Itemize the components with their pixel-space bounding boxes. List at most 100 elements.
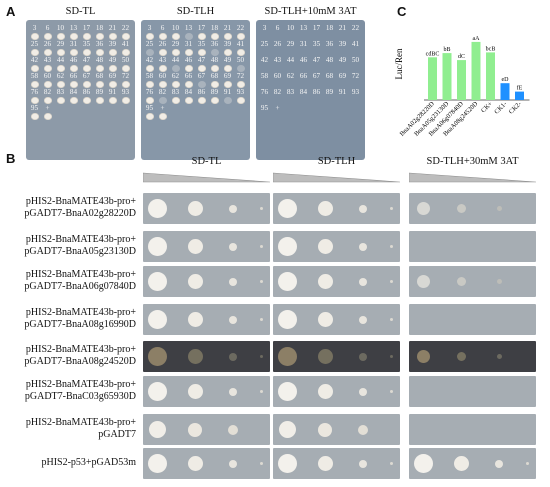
colony-spot: [223, 49, 232, 56]
colony-number: 67: [82, 72, 91, 80]
bar-significance-label: bB: [443, 47, 450, 53]
colony-cell: 76: [143, 88, 156, 105]
colony-spot: [326, 97, 334, 104]
colony-cell: 76: [28, 88, 41, 105]
colony-spot: [287, 49, 295, 56]
colony-spot: [147, 347, 167, 366]
colony-number: 49: [338, 56, 347, 64]
agar-plate-1: 3 6 10 13 17 18 21 22 25 26 29 31 35 36 39 41 42 43 44 46 47…: [26, 20, 135, 160]
colony-number: 91: [223, 88, 232, 96]
colony-spot: [83, 113, 91, 120]
colony-cell: 25: [28, 40, 41, 57]
construct-line1: pHIS2-BnaMATE43b-pro+: [25, 234, 136, 245]
yeast-spot-strip: [409, 376, 536, 407]
colony-cell: 25: [258, 40, 271, 57]
colony-cell: 89: [323, 88, 336, 105]
colony-number: 66: [184, 72, 193, 80]
colony-spot: [95, 97, 104, 104]
colony-cell: 22: [234, 24, 247, 41]
colony-number: 18: [95, 24, 104, 32]
colony-number: 22: [121, 24, 130, 32]
colony-cell: 18: [93, 24, 106, 41]
colony-spot: [326, 81, 334, 88]
colony-spot: [274, 81, 282, 88]
colony-number: 41: [236, 40, 245, 48]
plate-title-2: SD-TLH: [176, 6, 215, 17]
colony-cell: +: [271, 104, 284, 121]
colony-spot: [184, 33, 193, 40]
colony-cell: 6: [41, 24, 54, 41]
condition-header-2: SD-TLH: [317, 156, 356, 167]
colony-cell: 43: [271, 56, 284, 73]
colony-spot: [359, 315, 367, 324]
colony-spot: [197, 65, 206, 72]
colony-cell: [119, 105, 132, 121]
colony-number: 17: [82, 24, 91, 32]
colony-cell: 72: [119, 72, 132, 89]
colony-cell: 91: [336, 88, 349, 105]
colony-spot: [300, 113, 308, 120]
colony-number: [93, 105, 106, 113]
colony-spot: [317, 239, 333, 254]
colony-cell: 72: [234, 72, 247, 89]
colony-cell: [310, 105, 323, 121]
colony-spot: [158, 49, 167, 56]
colony-number: 26: [273, 40, 282, 48]
colony-spot: [229, 459, 237, 468]
colony-spot: [274, 97, 282, 104]
colony-number: 41: [351, 40, 360, 48]
colony-cell: 3: [143, 24, 156, 41]
colony-number: 72: [236, 72, 245, 80]
colony-spot: [313, 33, 321, 40]
colony-number: 46: [69, 56, 78, 64]
yeast-spot-strip: [143, 414, 270, 445]
colony-spot: [145, 49, 154, 56]
colony-cell: [323, 105, 336, 121]
colony-cell: 82: [156, 88, 169, 105]
colony-spot: [30, 113, 39, 120]
colony-spot: [109, 113, 117, 120]
colony-cell: 26: [271, 40, 284, 57]
colony-cell: 60: [41, 72, 54, 89]
colony-cell: 93: [234, 88, 247, 105]
colony-spot: [69, 81, 78, 88]
colony-cell: [93, 105, 106, 121]
colony-number: 72: [121, 72, 130, 80]
colony-spot: [210, 97, 219, 104]
colony-number: [284, 105, 297, 113]
colony-number: 91: [108, 88, 117, 96]
colony-spot: [210, 65, 219, 72]
colony-number: [182, 105, 195, 113]
colony-cell: 17: [195, 24, 208, 41]
yeast-spot-strip: [409, 414, 536, 445]
colony-number: 39: [338, 40, 347, 48]
colony-number: 31: [299, 40, 308, 48]
colony-number: 84: [184, 88, 193, 96]
colony-number: 13: [184, 24, 193, 32]
plate-title-1: SD-TL: [65, 6, 96, 17]
colony-number: 3: [32, 24, 37, 32]
colony-cell: 62: [284, 72, 297, 89]
colony-number: 18: [210, 24, 219, 32]
colony-number: 26: [158, 40, 167, 48]
condition-header-3: SD-TLH+30mM 3AT: [426, 156, 519, 167]
colony-spot: [277, 347, 297, 366]
yeast-spot-strip: [273, 231, 400, 262]
colony-spot: [172, 113, 180, 120]
colony-spot: [187, 239, 203, 254]
colony-spot: [147, 272, 167, 291]
colony-cell: [336, 105, 349, 121]
colony-number: 95: [30, 104, 39, 112]
colony-spot: [389, 462, 393, 465]
colony-spot: [187, 456, 203, 471]
colony-number: 50: [121, 56, 130, 64]
colony-spot: [300, 33, 308, 40]
colony-cell: 60: [271, 72, 284, 89]
colony-spot: [197, 97, 206, 104]
colony-cell: +: [41, 104, 54, 121]
colony-cell: [195, 105, 208, 121]
colony-spot: [274, 65, 282, 72]
colony-cell: 50: [119, 56, 132, 73]
colony-spot: [197, 81, 206, 88]
construct-label: pHIS2-BnaMATE43b-pro+ pGADT7-BnaA08g16990…: [0, 307, 136, 330]
